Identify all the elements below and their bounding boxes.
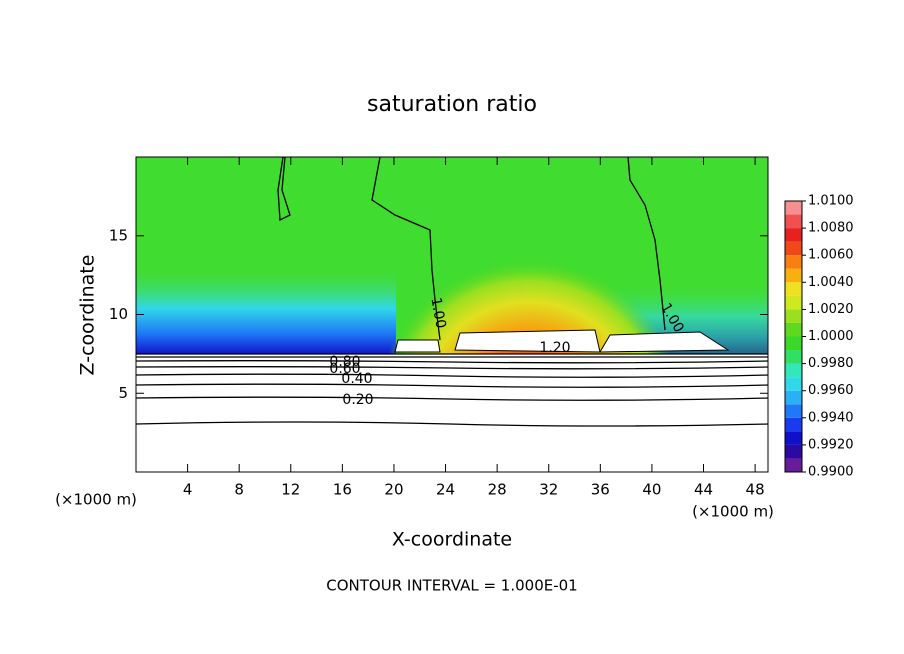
colorbar-tick-label: 1.0100 xyxy=(808,194,854,209)
contour-label: 1.00 xyxy=(427,296,448,329)
colorbar-swatch xyxy=(785,431,802,445)
x-tick-label: 44 xyxy=(694,481,713,499)
field xyxy=(136,157,768,472)
x-tick-label: 16 xyxy=(333,481,352,499)
colorbar-swatch xyxy=(785,295,802,310)
colorbar-swatch xyxy=(785,228,802,242)
colorbar-tick-label: 1.0000 xyxy=(808,329,854,344)
colorbar-swatch xyxy=(785,282,802,296)
contour-label: 1.20 xyxy=(539,340,570,356)
x-tick-label: 12 xyxy=(281,481,300,499)
x-unit: (×1000 m) xyxy=(55,491,137,509)
colorbar-swatch xyxy=(785,404,802,418)
contour-label: 0.20 xyxy=(342,392,373,408)
colorbar-swatch xyxy=(785,444,802,459)
colorbar-swatch xyxy=(785,241,802,256)
chart-title: saturation ratio xyxy=(367,92,537,117)
contour-label: 0.40 xyxy=(341,371,372,387)
x-tick-label: 8 xyxy=(234,481,244,499)
x-tick-label: 24 xyxy=(436,481,455,499)
colorbar-swatch xyxy=(785,377,802,391)
colorbar-swatch xyxy=(785,390,802,405)
colorbar-swatch xyxy=(785,322,802,337)
colorbar-swatch xyxy=(785,350,802,364)
x-tick-label: 36 xyxy=(591,481,610,499)
y-tick-label: 5 xyxy=(118,384,128,402)
colorbar-tick-label: 0.9900 xyxy=(808,465,854,480)
colorbar-swatch xyxy=(785,268,802,283)
colorbar-swatch xyxy=(785,363,802,378)
footer: CONTOUR INTERVAL = 1.000E-01 xyxy=(326,577,577,595)
y-tick-label: 10 xyxy=(109,305,128,323)
x-tick-label: 32 xyxy=(539,481,558,499)
colorbar-tick-label: 1.0060 xyxy=(808,248,854,263)
x-axis-label: X-coordinate xyxy=(392,529,512,551)
colorbar-swatch xyxy=(785,336,802,351)
colorbar-swatch xyxy=(785,417,802,432)
colorbar-swatch xyxy=(785,458,802,472)
y-unit: (×1000 m) xyxy=(692,503,774,521)
colorbar-tick-label: 1.0080 xyxy=(808,221,854,236)
colorbar-swatch xyxy=(785,214,802,229)
x-tick-label: 4 xyxy=(183,481,193,499)
x-tick-label: 40 xyxy=(642,481,661,499)
colorbar-tick-label: 0.9980 xyxy=(808,356,854,371)
x-tick-label: 28 xyxy=(488,481,507,499)
x-tick-label: 48 xyxy=(746,481,765,499)
colorbar-tick-label: 0.9920 xyxy=(808,437,854,452)
colorbar-tick-label: 0.9960 xyxy=(808,383,854,398)
y-axis-label: Z-coordinate xyxy=(77,255,99,376)
colorbar-swatch xyxy=(785,255,802,269)
colorbar-tick-label: 1.0020 xyxy=(808,302,854,317)
colorbar-tick-label: 1.0040 xyxy=(808,275,854,290)
colorbar-swatch xyxy=(785,309,802,323)
contour-label: 0.80 xyxy=(329,354,360,370)
x-tick-label: 20 xyxy=(384,481,403,499)
y-tick-label: 15 xyxy=(109,226,128,244)
colorbar-swatch xyxy=(785,201,802,215)
contour-label: 0.60 xyxy=(329,361,360,377)
colorbar-tick-label: 0.9940 xyxy=(808,410,854,425)
